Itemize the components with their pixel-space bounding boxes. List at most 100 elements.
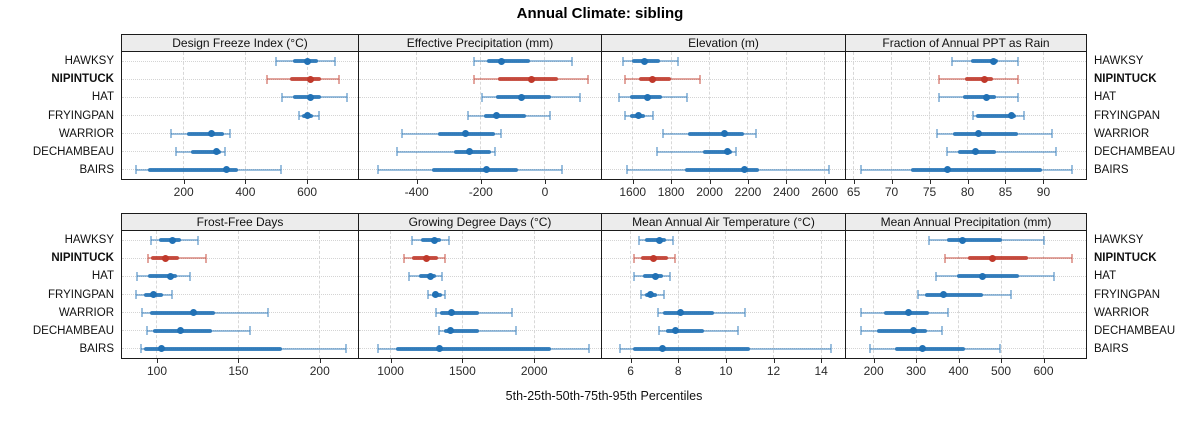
iqr-band [956,274,1020,279]
whisker-cap [662,290,665,299]
row-guide [602,294,845,295]
median-dot [721,130,729,138]
site-label-right-dechambeau: DECHAMBEAU [1094,145,1176,158]
whisker-cap [685,92,688,102]
row-guide [122,60,358,62]
whisker-cap [944,253,947,263]
whisker-cap [408,271,411,281]
tick-mark [891,180,893,184]
whisker-cap [146,326,149,336]
whisker-cap [426,290,429,299]
iqr-band [953,131,1018,136]
whisker-cap [1017,56,1020,66]
median-dot [518,93,525,101]
site-label-right-nipintuck: NIPINTUCK [1094,252,1157,265]
row-guide [122,312,358,314]
median-dot [910,327,918,335]
tick-mark [873,359,875,363]
panel-strip-title: Design Freeze Index (°C) [172,36,308,50]
whisker-cap [333,56,336,66]
whisker-cap [936,129,939,139]
iqr-band [187,131,225,136]
row-guide [359,330,601,332]
whisker-cap [618,92,621,102]
median-dot [303,57,311,65]
tick-mark [238,359,240,363]
whisker-cap [859,308,862,318]
row-guide [846,312,1086,314]
median-dot [672,327,680,335]
whisker-cap [444,290,447,299]
row-guide [122,239,358,241]
tick-label: -200 [468,185,493,199]
tick-mark [1043,359,1045,363]
whisker-cap [827,165,830,175]
tick-label: 300 [906,364,927,378]
tick-label: 1500 [449,364,476,378]
median-dot [212,148,220,156]
whisker-cap [150,235,153,245]
iqr-band [432,167,519,172]
site-label-left-warrior: WARRIOR [58,127,114,140]
row-guide [846,330,1086,332]
iqr-band [962,95,996,100]
whisker-cap [829,344,832,354]
panel-plot-area [358,51,602,180]
whisker-cap [136,271,139,281]
tick-mark [821,359,823,363]
whisker-cap [473,56,476,66]
median-dot [740,166,748,174]
whisker-cap [971,111,974,120]
tick-label: 200 [309,364,330,378]
site-label-right-hawksy: HAWKSY [1094,234,1144,247]
whisker-cap [869,344,872,354]
whisker-cap [676,56,679,66]
tick-mark [747,180,749,184]
whisker-cap [224,147,227,157]
tick-label: 2000 [520,364,548,378]
site-label-left-dechambeau: DECHAMBEAU [32,324,114,337]
whisker-cap [1042,235,1045,245]
iqr-band [965,77,993,82]
whisker-cap [499,129,502,139]
iqr-band [396,346,551,351]
median-dot [423,254,430,262]
row-guide [122,257,358,259]
whisker-cap [170,290,173,299]
tick-mark [853,180,855,184]
tick-mark [462,359,464,363]
tick-mark [534,359,536,363]
median-dot [462,130,470,138]
median-dot [493,112,500,119]
row-guide [602,330,845,332]
whisker-cap [927,235,930,245]
tick-mark [183,180,185,184]
iqr-band [968,256,1028,261]
tick-label: 75 [922,185,937,199]
median-dot [448,309,456,317]
whisker-cap [1071,165,1074,175]
whisker-cap [637,235,640,245]
site-label-left-hat: HAT [91,270,114,283]
whisker-cap [1053,271,1056,281]
whisker-cap [672,235,675,245]
whisker-cap [1017,92,1020,102]
whisker-cap [618,344,621,354]
site-label-right-nipintuck: NIPINTUCK [1094,73,1157,86]
whisker-cap [1017,74,1020,84]
iqr-band [702,149,732,154]
row-guide [122,294,358,295]
median-dot [989,57,997,65]
whisker-cap [1023,111,1026,120]
row-guide [122,78,358,80]
row-guide [122,330,358,332]
iqr-band [148,167,239,172]
tick-mark [678,359,680,363]
panel-plot-area [601,51,846,180]
tick-mark [630,359,632,363]
tick-mark [786,180,788,184]
iqr-band [662,310,714,315]
site-label-right-bairs: BAIRS [1094,342,1129,355]
panel-strip: Growing Degree Days (°C) [358,213,602,231]
whisker-cap [396,147,399,157]
